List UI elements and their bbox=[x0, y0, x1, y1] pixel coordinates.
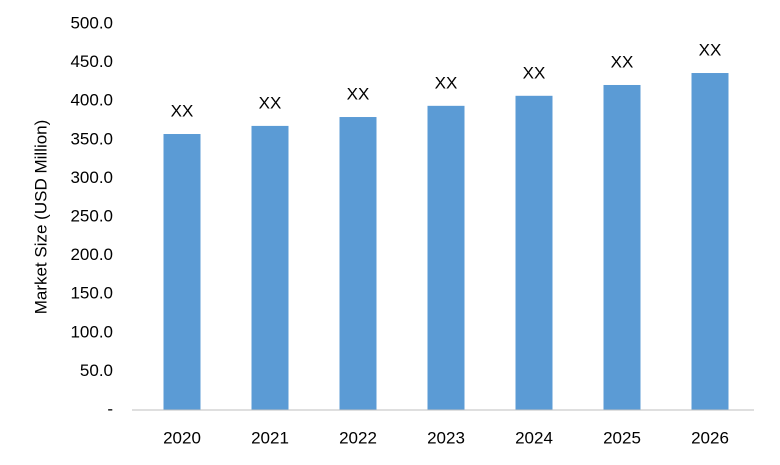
value-label: XX bbox=[435, 73, 458, 92]
x-tick-label: 2023 bbox=[427, 428, 465, 447]
y-tick-label: 450.0 bbox=[70, 52, 113, 71]
x-tick-label: 2024 bbox=[515, 428, 553, 447]
value-label: XX bbox=[523, 63, 546, 82]
value-label: XX bbox=[171, 101, 194, 120]
x-tick-label: 2020 bbox=[163, 428, 201, 447]
y-tick-label: 500.0 bbox=[70, 13, 113, 32]
value-label: XX bbox=[347, 85, 370, 104]
y-tick-label: 250.0 bbox=[70, 206, 113, 225]
bar bbox=[427, 105, 465, 410]
y-tick-label: 150.0 bbox=[70, 284, 113, 303]
x-tick-label: 2022 bbox=[339, 428, 377, 447]
value-label: XX bbox=[259, 93, 282, 112]
y-tick-label: 350.0 bbox=[70, 129, 113, 148]
y-tick-label: 200.0 bbox=[70, 245, 113, 264]
y-tick-label: - bbox=[107, 399, 113, 418]
x-tick-label: 2026 bbox=[691, 428, 729, 447]
y-tick-label: 400.0 bbox=[70, 91, 113, 110]
x-tick-label: 2021 bbox=[251, 428, 289, 447]
y-tick-label: 100.0 bbox=[70, 322, 113, 341]
value-label: XX bbox=[699, 41, 722, 60]
bar bbox=[163, 134, 201, 410]
value-label: XX bbox=[611, 52, 634, 71]
bar bbox=[515, 95, 553, 411]
bar bbox=[603, 84, 641, 410]
y-tick-label: 50.0 bbox=[80, 361, 113, 380]
x-tick-label: 2025 bbox=[603, 428, 641, 447]
bar bbox=[251, 125, 289, 411]
bar bbox=[339, 117, 377, 410]
y-axis-title: Market Size (USD Million) bbox=[31, 120, 50, 315]
y-tick-label: 300.0 bbox=[70, 168, 113, 187]
bar bbox=[691, 73, 729, 410]
